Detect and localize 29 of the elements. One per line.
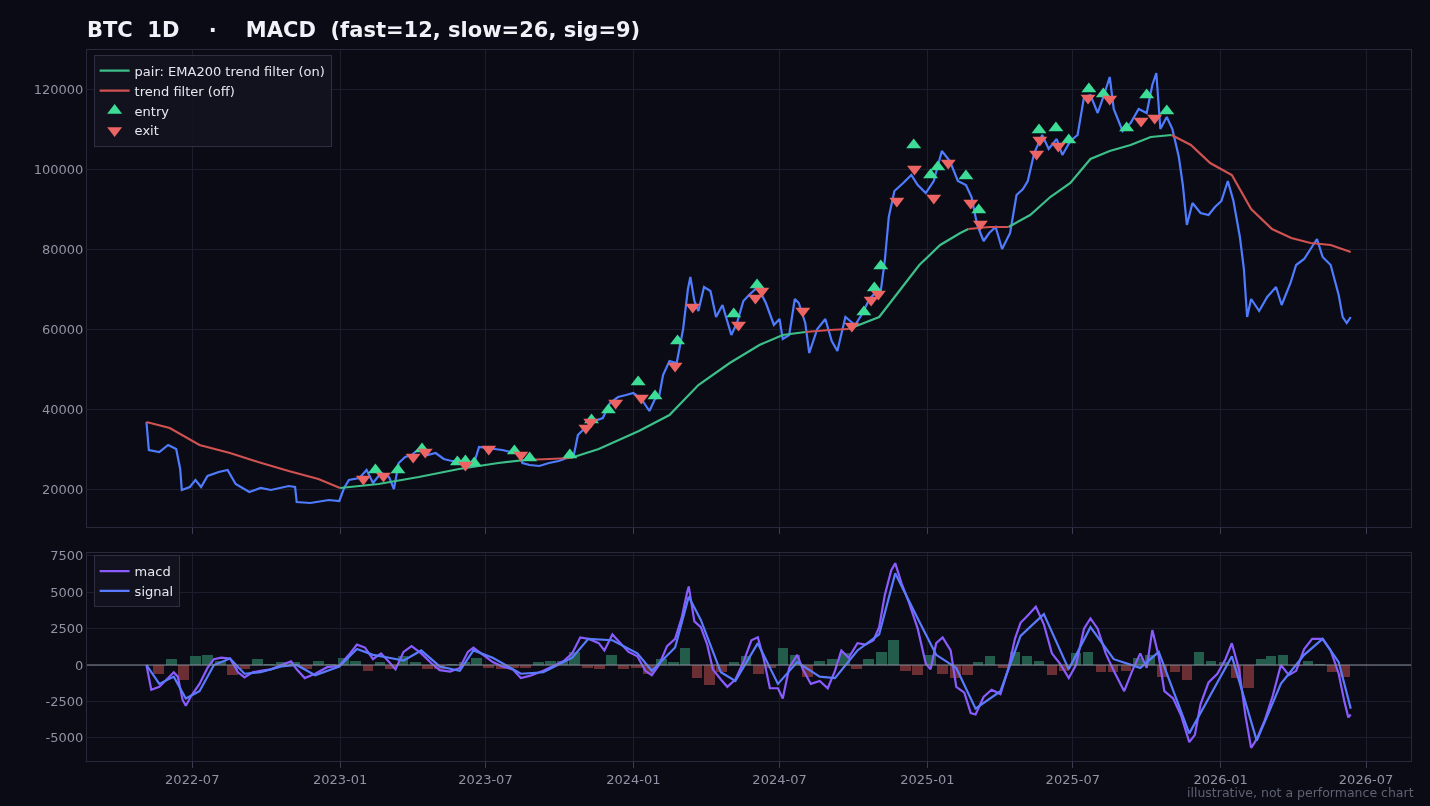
y-tick-label: 120000: [33, 81, 84, 97]
y-tick-label: 20000: [42, 481, 84, 497]
x-tick-label: 2022-07: [165, 771, 220, 787]
x-tick-label: 2023-01: [312, 771, 368, 787]
legend-label: entry: [134, 103, 170, 119]
x-tick-label: 2026-07: [1338, 771, 1394, 787]
legend-label: trend filter (off): [134, 83, 235, 99]
y-tick-label: 0: [75, 657, 84, 673]
legend-label: pair: EMA200 trend filter (on): [134, 63, 325, 79]
y-tick-label: 5000: [50, 584, 84, 600]
x-tick-label: 2026-01: [1193, 771, 1248, 787]
y-tick-label: 80000: [42, 241, 84, 257]
legend-label: signal: [134, 584, 174, 599]
y-tick-label: 7500: [50, 548, 84, 564]
y-tick-label: 60000: [42, 321, 84, 337]
legend-label: macd: [134, 564, 171, 580]
y-tick-label: 40000: [42, 401, 84, 417]
y-tick-label: -5000: [45, 730, 84, 746]
y-tick-label: 100000: [33, 161, 84, 177]
y-tick-label: -2500: [45, 693, 84, 709]
x-tick-label: 2024-07: [752, 771, 807, 787]
chart-title: BTC 1D · MACD (fast=12, slow=26, sig=9): [87, 18, 641, 43]
y-tick-label: 2500: [50, 621, 84, 637]
text: illustrative, not a performance chart: [1187, 785, 1414, 800]
x-tick-label: 2025-01: [900, 771, 955, 787]
legend-label: exit: [134, 123, 159, 139]
x-tick-label: 2025-07: [1045, 771, 1100, 787]
x-tick-label: 2023-07: [458, 771, 513, 787]
x-tick-label: 2024-01: [606, 771, 661, 787]
